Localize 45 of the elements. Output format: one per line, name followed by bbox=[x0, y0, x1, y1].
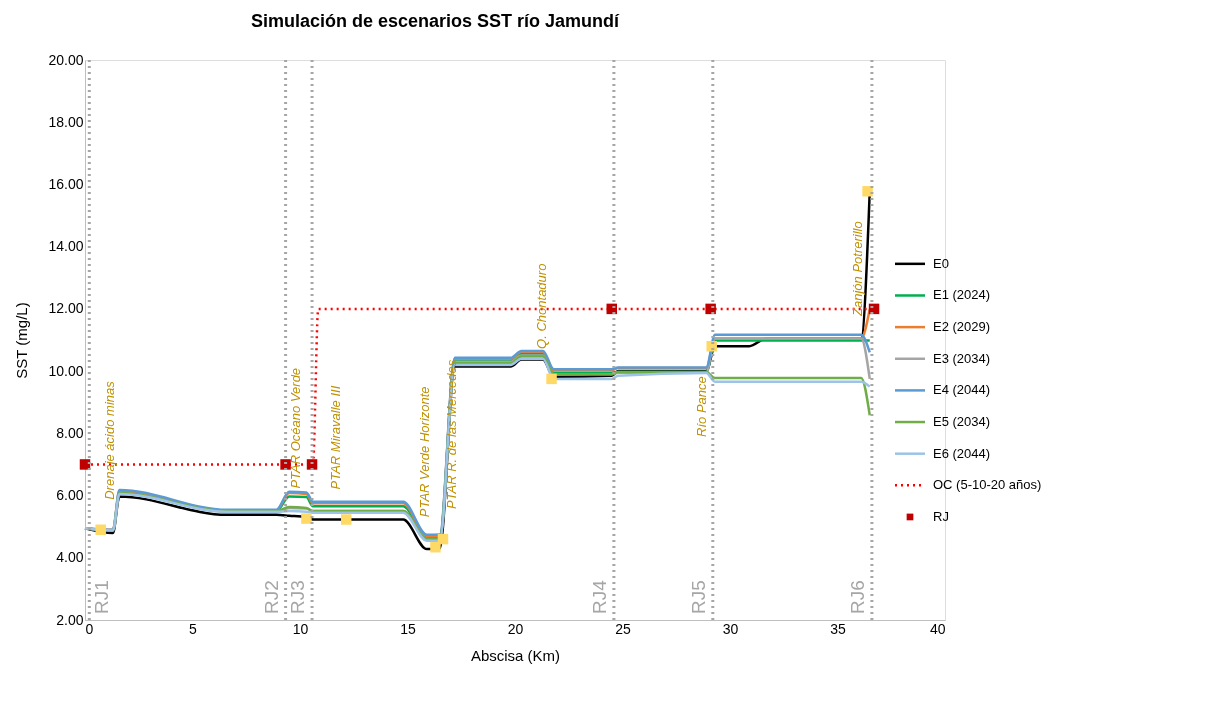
ref-line-label: RJ6 bbox=[846, 580, 868, 614]
legend-label: E1 (2024) bbox=[933, 287, 991, 303]
ref-line-label: RJ3 bbox=[287, 580, 309, 614]
x-tick-label: 30 bbox=[722, 620, 739, 637]
x-tick-label: 20 bbox=[507, 620, 524, 637]
y-tick-label: 8.00 bbox=[56, 424, 84, 441]
y-tick-label: 12.00 bbox=[48, 300, 84, 317]
y-axis-title: SST (mg/L) bbox=[13, 302, 31, 379]
legend-label: E3 (2034) bbox=[933, 350, 991, 366]
x-tick-label: 5 bbox=[189, 620, 198, 637]
legend-label: RJ bbox=[933, 508, 949, 524]
annotation: PTAR R. de las Mercedes bbox=[443, 359, 459, 510]
y-tick-label: 6.00 bbox=[56, 487, 84, 504]
legend-label: E2 (2029) bbox=[933, 319, 991, 335]
ref-line-label: RJ5 bbox=[687, 580, 709, 614]
y-tick-label: 16.00 bbox=[48, 175, 84, 192]
y-tick-label: 2.00 bbox=[56, 611, 84, 628]
ref-line-label: RJ2 bbox=[260, 580, 282, 614]
y-tick-label: 14.00 bbox=[48, 238, 84, 255]
x-axis-title: Abscisa (Km) bbox=[470, 646, 561, 664]
x-tick-label: 35 bbox=[830, 620, 846, 637]
y-tick-label: 18.00 bbox=[48, 113, 84, 130]
annotation: PTAR Miravalle III bbox=[328, 385, 344, 490]
x-tick-label: 40 bbox=[929, 620, 946, 637]
legend-label: E6 (2044) bbox=[933, 445, 991, 461]
legend-label: E0 bbox=[933, 255, 949, 271]
annotation: PTAR Verde Horizonte bbox=[417, 386, 433, 518]
chart-title: Simulación de escenarios SST río Jamundí bbox=[250, 11, 621, 31]
annotation: PTAR Océano Verde bbox=[288, 367, 304, 489]
annotation: Drenaje ácido minas bbox=[101, 380, 117, 500]
x-tick-label: 15 bbox=[400, 620, 416, 637]
x-tick-label: 0 bbox=[85, 620, 94, 637]
legend-label: E4 (2044) bbox=[933, 382, 991, 398]
y-tick-label: 4.00 bbox=[56, 549, 84, 566]
ref-line-label: RJ1 bbox=[91, 580, 113, 614]
x-tick-label: 10 bbox=[292, 620, 309, 637]
x-tick-label: 25 bbox=[615, 620, 631, 637]
legend-label: E5 (2034) bbox=[933, 414, 991, 430]
y-tick-label: 10.00 bbox=[48, 362, 84, 379]
annotation: Q. Chontaduro bbox=[533, 263, 549, 349]
legend-label: OC (5-10-20 años) bbox=[933, 477, 1042, 493]
annotation: Zanjón Potrerillo bbox=[849, 221, 865, 317]
annotation: Río Pance bbox=[693, 376, 709, 437]
ref-line-label: RJ4 bbox=[588, 579, 610, 614]
y-tick-label: 20.00 bbox=[48, 51, 84, 68]
